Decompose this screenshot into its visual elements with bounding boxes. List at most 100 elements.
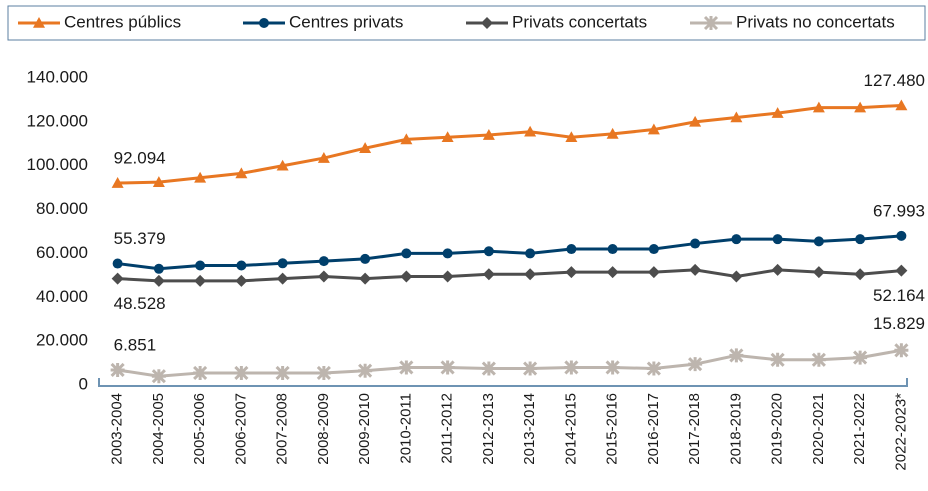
legend-marker <box>481 17 493 29</box>
x-tick-label: 2016-2017 <box>645 393 662 465</box>
point <box>112 258 123 269</box>
legend-marker <box>703 15 719 31</box>
y-tick-label: 140.000 <box>27 67 88 86</box>
x-tick-label: 2011-2012 <box>439 393 456 464</box>
x-tick-label: 2022-2023* <box>892 393 909 471</box>
point <box>276 272 289 285</box>
y-tick-label: 0 <box>79 374 88 393</box>
point <box>606 127 619 139</box>
x-tick-label: 2018-2019 <box>727 393 744 465</box>
point <box>152 274 165 287</box>
x-tick-label: 2003-2004 <box>109 393 126 465</box>
legend-marker <box>33 17 45 28</box>
x-tick-label: 2010-2011 <box>397 393 414 464</box>
x-tick-label: 2021-2022 <box>851 393 868 465</box>
point <box>193 365 208 380</box>
x-tick-label: 2009-2010 <box>356 393 373 465</box>
x-tick-label: 2006-2007 <box>232 393 249 465</box>
x-tick-label: 2014-2015 <box>562 393 579 465</box>
point <box>565 266 578 279</box>
point <box>483 246 494 257</box>
point <box>730 111 743 123</box>
point <box>524 268 537 281</box>
x-tick-label: 2017-2018 <box>686 393 703 465</box>
point <box>855 234 866 245</box>
point <box>236 260 247 271</box>
legend-label: Centres públics <box>64 12 181 31</box>
point <box>151 369 166 384</box>
point <box>605 360 620 375</box>
point <box>111 272 124 285</box>
point <box>894 343 909 358</box>
point <box>565 131 578 143</box>
point <box>111 177 124 188</box>
point <box>731 234 742 245</box>
point <box>646 361 661 376</box>
x-axis <box>98 378 908 387</box>
value-label: 48.528 <box>114 294 166 313</box>
point <box>524 125 537 137</box>
point <box>648 244 659 255</box>
series-line <box>117 234 902 271</box>
point <box>895 99 908 111</box>
value-label: 67.993 <box>873 201 925 220</box>
point <box>770 352 785 367</box>
point <box>442 248 453 259</box>
point <box>729 348 744 363</box>
y-tick-label: 20.000 <box>36 331 88 350</box>
point <box>813 236 824 247</box>
point <box>771 263 784 276</box>
point <box>400 270 413 283</box>
point <box>482 129 495 140</box>
point <box>234 365 249 380</box>
x-tick-label: 2005-2006 <box>191 393 208 465</box>
point <box>566 244 577 255</box>
series-line <box>117 268 902 283</box>
point <box>195 260 206 271</box>
point <box>772 234 783 245</box>
value-label: 15.829 <box>873 314 925 333</box>
point <box>401 248 412 259</box>
point <box>153 263 164 274</box>
legend-box <box>7 5 926 41</box>
x-tick-label: 2004-2005 <box>150 393 167 465</box>
point <box>812 266 825 279</box>
value-label: 92.094 <box>114 149 166 168</box>
x-tick-label: 2012-2013 <box>480 393 497 465</box>
point <box>730 270 743 283</box>
point <box>441 131 454 143</box>
point <box>812 101 825 113</box>
series-line <box>117 103 902 185</box>
y-tick-label: 60.000 <box>36 243 88 262</box>
point <box>606 266 619 279</box>
point <box>854 101 867 113</box>
point <box>853 350 868 365</box>
point <box>523 361 538 376</box>
legend-label: Privats no concertats <box>736 12 895 31</box>
point <box>359 142 372 153</box>
point <box>607 244 618 255</box>
point <box>895 264 908 277</box>
point <box>399 360 414 375</box>
point <box>235 167 248 179</box>
point <box>318 256 329 267</box>
point <box>689 115 702 127</box>
value-label: 52.164 <box>873 286 925 305</box>
value-label: 127.480 <box>864 71 925 90</box>
y-tick-label: 40.000 <box>36 287 88 306</box>
point <box>400 133 413 145</box>
point <box>360 253 371 264</box>
point <box>690 238 701 249</box>
point <box>689 263 702 276</box>
point <box>564 360 579 375</box>
y-tick-label: 120.000 <box>27 111 88 130</box>
point <box>441 270 454 283</box>
point <box>194 171 207 183</box>
point <box>152 176 165 187</box>
point <box>811 352 826 367</box>
point <box>316 365 331 380</box>
point <box>275 365 290 380</box>
value-label: 55.379 <box>114 229 166 248</box>
legend-label: Privats concertats <box>512 12 647 31</box>
